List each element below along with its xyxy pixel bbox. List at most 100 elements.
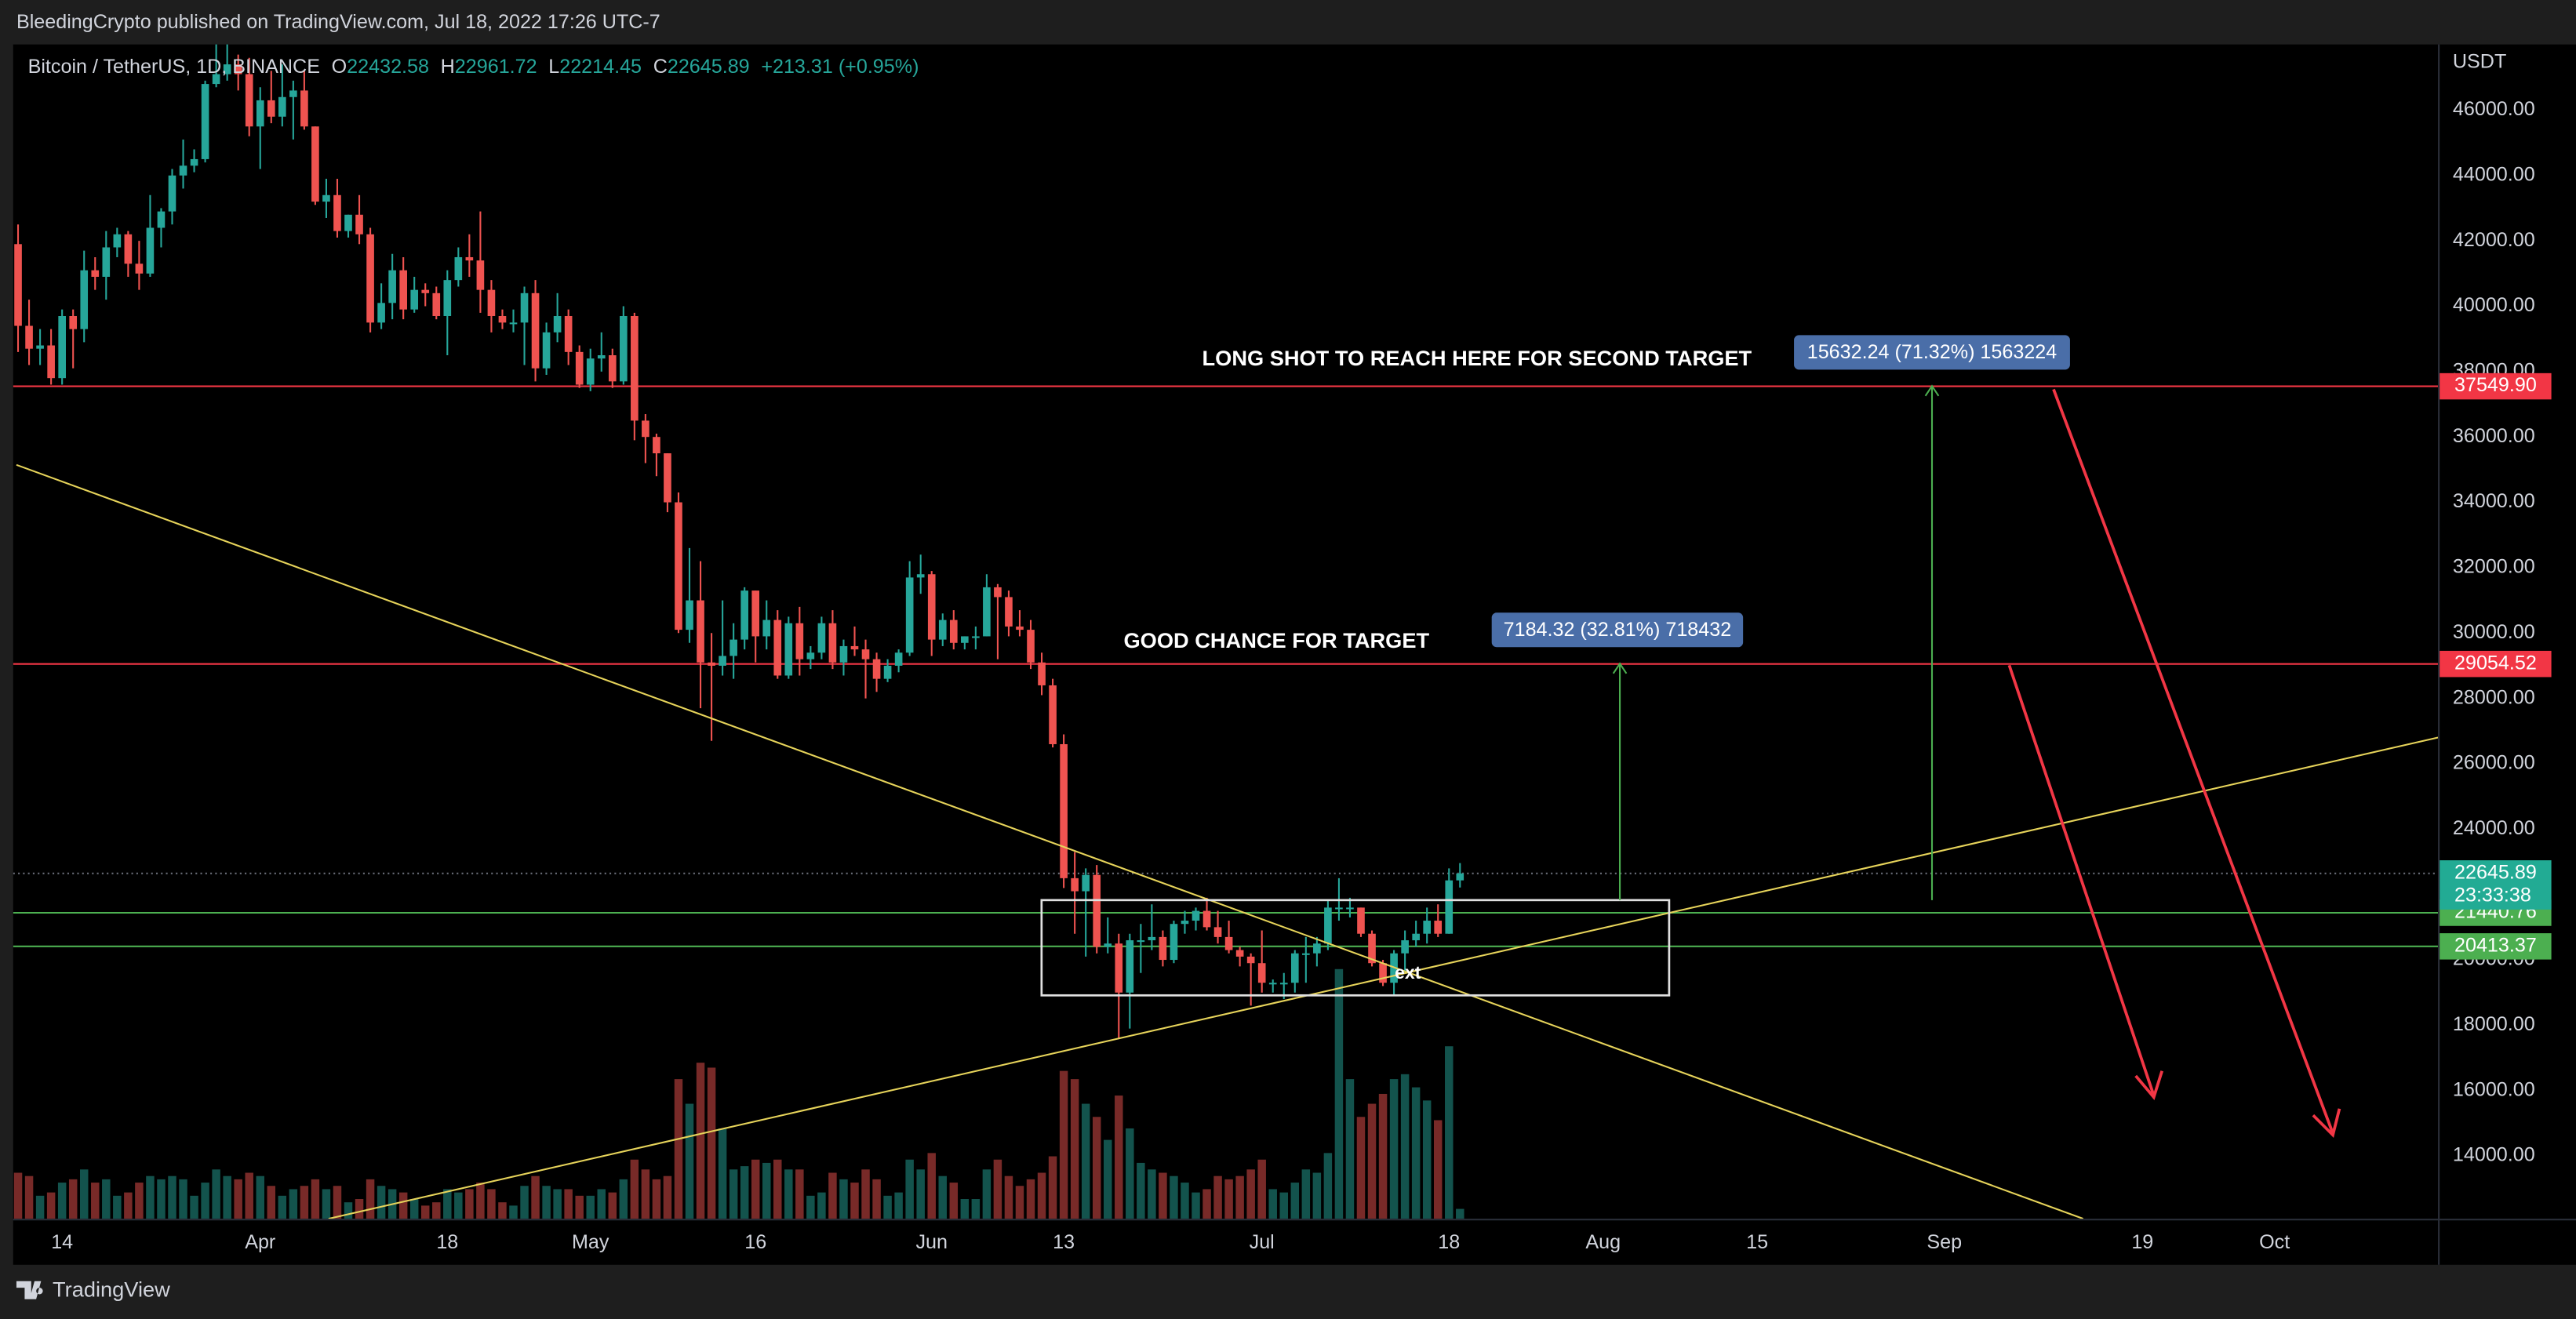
volume-bar [322,1189,331,1219]
volume-bar [398,1192,408,1219]
volume-bar [509,1205,518,1219]
candle-body [1148,936,1156,941]
arrow-head [2134,1070,2164,1100]
forecast-arrow [2052,388,2334,1134]
candle-body [212,74,220,85]
candle-body [1192,910,1200,921]
volume-bar [46,1192,56,1219]
candle-body [1170,924,1178,961]
candle-body [1379,963,1387,983]
candle-body [311,126,319,202]
volume-bar [135,1183,144,1219]
candle-body [14,244,22,326]
candle-body [223,64,231,74]
volume-bar [1202,1189,1211,1219]
volume-bar [839,1179,848,1219]
candle-body [631,315,639,421]
candle-body [1434,921,1443,934]
candle-body [344,214,352,231]
volume-bar [377,1186,386,1219]
trend-line [328,736,2439,1219]
candle-body [817,623,826,653]
volume-bar [1170,1175,1178,1219]
candle-body [1302,953,1310,955]
y-tick-label: 24000.00 [2453,817,2535,839]
candle-body [300,90,308,127]
legend-value: 22645.89 [668,56,750,78]
candle-body [773,620,782,676]
volume-bar [234,1179,242,1219]
legend-key: C [653,56,668,78]
x-tick-label: Apr [245,1231,275,1253]
y-tick-label: 16000.00 [2453,1078,2535,1100]
candle-body [1357,907,1365,934]
measure-label: 15632.24 (71.32%) 1563224 [1807,341,2058,363]
x-tick-label: Jul [1250,1231,1275,1253]
volume-bar [190,1195,198,1219]
candle-body [1027,630,1035,663]
y-tick-label: 18000.00 [2453,1013,2535,1035]
volume-bar [311,1179,320,1219]
volume-bar [1445,1046,1454,1219]
candle-body [201,84,209,159]
volume-bar [1148,1169,1156,1219]
candle-body [179,165,187,176]
candle-body [642,420,649,438]
candle-body [597,355,606,359]
volume-bar [586,1195,595,1219]
candle-body [608,355,617,382]
candle-body [1313,943,1321,954]
y-tick-label: 42000.00 [2453,229,2535,251]
x-tick-label: Oct [2259,1231,2290,1253]
y-tick-label: 30000.00 [2453,621,2535,643]
volume-bar [575,1195,584,1219]
volume-bar [663,1175,672,1219]
candle-body [916,574,925,578]
price-tag-label: 20413.37 [2454,934,2537,956]
candle-body [905,577,914,653]
volume-bar [256,1175,264,1219]
candle-body [740,590,748,640]
candle-body [69,315,78,329]
candle-body [575,351,584,385]
candle-body [135,263,144,274]
volume-bar [1026,1179,1035,1219]
candle-body [465,256,474,261]
candle-body [1093,874,1101,947]
candle-body [994,587,1002,598]
candle-body [1346,907,1354,910]
volume-bar [245,1172,253,1219]
volume-bar [971,1199,981,1219]
volume-bar [454,1192,463,1219]
candle-body [124,234,133,264]
volume-bar [630,1159,639,1219]
volume-bar [520,1186,529,1219]
candle-body [1445,880,1454,934]
volume-bar [300,1186,309,1219]
volume-bar [861,1169,870,1219]
volume-bar [1456,1208,1464,1219]
volume-bar [157,1179,166,1219]
volume-bar [542,1186,551,1219]
candle-body [190,158,198,166]
candle-body [267,100,275,117]
volume-bar [1037,1172,1046,1219]
x-tick-label: 14 [51,1231,73,1253]
volume-bar [894,1192,903,1219]
candle-body [751,590,760,637]
candle-body [113,234,122,248]
volume-bar [1192,1192,1200,1219]
chart-title: Bitcoin / TetherUS, 1D, BINANCE [28,56,320,78]
volume-bar [465,1189,474,1219]
volume-bar [1433,1120,1443,1219]
annotation: LONG SHOT TO REACH HERE FOR SECOND TARGE… [1202,346,1752,370]
volume-bar [91,1183,100,1219]
volume-bar [1104,1139,1112,1219]
legend-key: H [441,56,455,78]
volume-bar [333,1186,342,1219]
volume-bar [124,1192,133,1219]
candle-body [730,639,737,656]
volume-bar [927,1153,936,1219]
candle-body [806,652,815,660]
